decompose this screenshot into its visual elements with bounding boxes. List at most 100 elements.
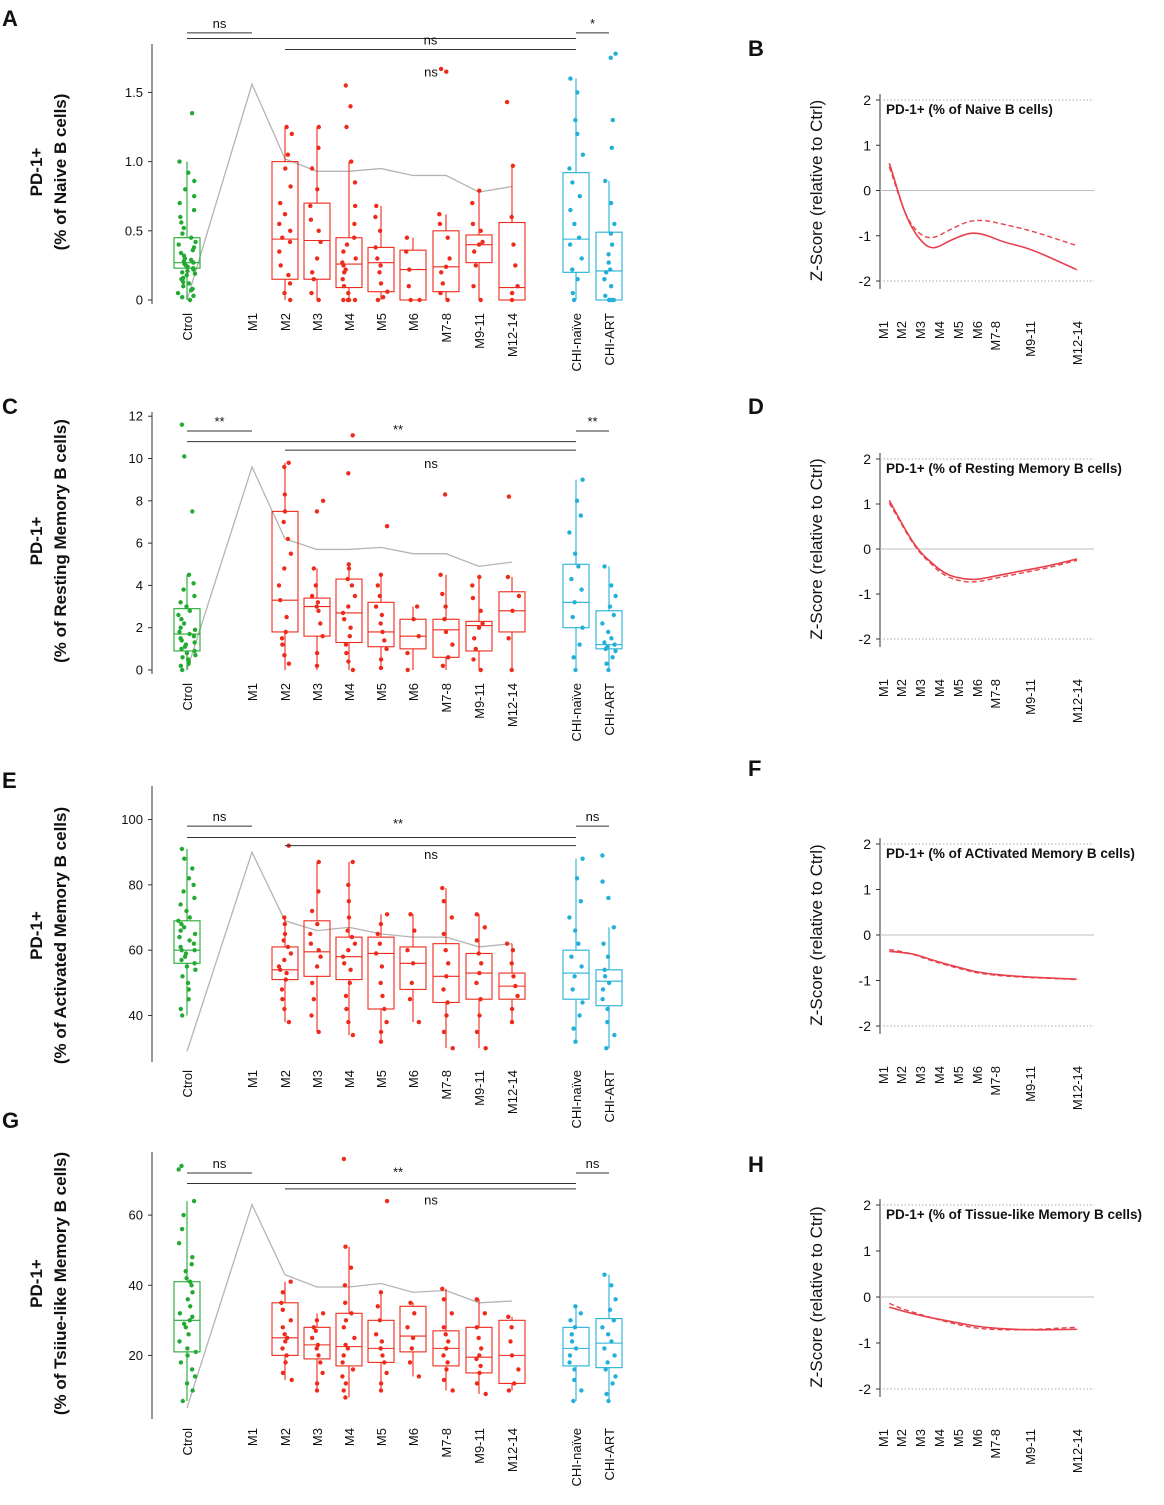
y-tick-label: 1	[863, 882, 871, 898]
data-point-ctrol	[185, 1346, 190, 1351]
data-point-m12-14	[510, 608, 515, 613]
box-iqr	[303, 202, 331, 280]
data-point-m2	[282, 915, 287, 920]
data-point-m4	[342, 617, 347, 622]
data-point-m7-8	[440, 591, 445, 597]
data-point-m5	[384, 912, 390, 917]
zscore-solid-line	[888, 163, 1078, 271]
data-point-m5	[373, 604, 379, 609]
box-iqr	[173, 1281, 201, 1353]
data-point-ctrol	[193, 967, 198, 972]
zscore-dashed-line	[888, 502, 1078, 583]
data-point-m3	[316, 889, 321, 894]
box-chi-na-ve	[562, 479, 590, 670]
data-point-ctrol	[179, 220, 184, 225]
data-point-m2	[283, 166, 288, 171]
data-point-m3	[309, 290, 314, 296]
data-point-m4	[341, 1325, 346, 1330]
y-tick-label: 12	[129, 409, 143, 424]
data-point-m2	[288, 1279, 293, 1284]
data-point-m12-14	[510, 163, 516, 168]
data-point-m5	[378, 1039, 384, 1044]
data-point-m5	[378, 1381, 384, 1386]
data-point-m9-11	[479, 1346, 484, 1351]
data-point-chi-na-ve	[571, 655, 576, 660]
data-point-chi-na-ve	[578, 899, 583, 904]
data-point-chi-art	[611, 612, 616, 618]
data-point-chi-art	[612, 642, 617, 647]
data-point-m12-14	[509, 1325, 514, 1330]
y-tick-label: 1	[863, 1243, 871, 1259]
data-point-m2	[280, 1290, 285, 1295]
data-point-m7-8	[440, 1286, 445, 1292]
data-point-chi-na-ve	[579, 256, 584, 261]
data-point-m4	[344, 650, 349, 656]
data-point-ctrol	[192, 1374, 198, 1379]
data-point-chi-art	[605, 954, 611, 959]
box-m5	[367, 914, 395, 1042]
data-point-m5	[380, 629, 385, 635]
data-point-m7-8	[438, 66, 444, 72]
data-point-m4	[342, 961, 347, 966]
data-point-m6	[407, 267, 412, 272]
data-point-m7-8	[446, 655, 451, 660]
data-point-m3	[314, 663, 320, 668]
data-point-ctrol	[181, 225, 186, 231]
data-point-m3	[308, 931, 313, 937]
data-point-m4	[350, 433, 355, 438]
data-point-m5	[378, 1290, 384, 1295]
box-iqr	[498, 591, 526, 633]
data-point-m12-14	[509, 214, 514, 220]
x-tick-label-m5: M5	[951, 321, 966, 339]
box-m12-14	[498, 165, 526, 301]
data-point-m12-14	[506, 494, 512, 499]
data-point-m9-11	[473, 263, 478, 268]
x-tick-label-m5: M5	[951, 679, 966, 697]
data-point-m12-14	[512, 1381, 517, 1386]
data-point-m4	[346, 604, 351, 609]
data-point-m4	[346, 297, 352, 303]
data-point-ctrol	[192, 648, 197, 654]
data-point-m6	[404, 235, 410, 240]
x-tick-label-chi-art: CHI-ART	[602, 1428, 617, 1481]
panel-letter-g: G	[2, 1108, 19, 1133]
data-point-m4	[352, 1335, 357, 1341]
x-tick-label-m3: M3	[310, 313, 325, 331]
data-point-m2	[283, 977, 288, 982]
x-tick-label-m6: M6	[406, 683, 421, 701]
data-point-m5	[377, 228, 383, 233]
data-point-m4	[345, 928, 350, 933]
x-tick-label-m7-8: M7-8	[988, 321, 1003, 351]
data-point-ctrol	[182, 856, 187, 861]
data-point-m7-8	[445, 297, 450, 303]
x-tick-label-m3: M3	[310, 683, 325, 701]
x-tick-label-m6: M6	[970, 1066, 985, 1084]
data-point-m7-8	[441, 1325, 446, 1330]
x-tick-label-chi-art: CHI-ART	[602, 313, 617, 366]
data-point-ctrol	[179, 617, 184, 622]
data-point-chi-art	[604, 1046, 609, 1051]
data-point-chi-na-ve	[567, 530, 572, 535]
data-point-ctrol	[184, 272, 189, 278]
data-point-chi-na-ve	[580, 625, 585, 630]
data-point-chi-art	[608, 231, 614, 236]
box-iqr	[335, 578, 363, 644]
y-axis-label-line2: (% of Activated Memory B cells)	[51, 807, 70, 1064]
trend-line	[186, 465, 513, 671]
data-point-m7-8	[444, 974, 449, 979]
data-point-m5	[379, 612, 385, 618]
data-point-m9-11	[480, 239, 485, 245]
y-tick-label: 80	[129, 877, 143, 892]
data-point-chi-art	[612, 221, 617, 227]
data-point-m9-11	[477, 1353, 482, 1358]
data-point-m4	[343, 267, 348, 272]
box-iqr	[432, 943, 460, 1004]
x-tick-label-m2: M2	[894, 1066, 909, 1084]
y-tick-label: -1	[859, 973, 872, 989]
box-m7-8	[432, 888, 460, 1049]
data-point-chi-na-ve	[580, 152, 586, 157]
data-point-m7-8	[445, 1360, 450, 1365]
y-tick-label: 6	[136, 536, 143, 551]
data-point-chi-na-ve	[571, 1026, 576, 1031]
data-point-ctrol	[181, 1321, 187, 1327]
